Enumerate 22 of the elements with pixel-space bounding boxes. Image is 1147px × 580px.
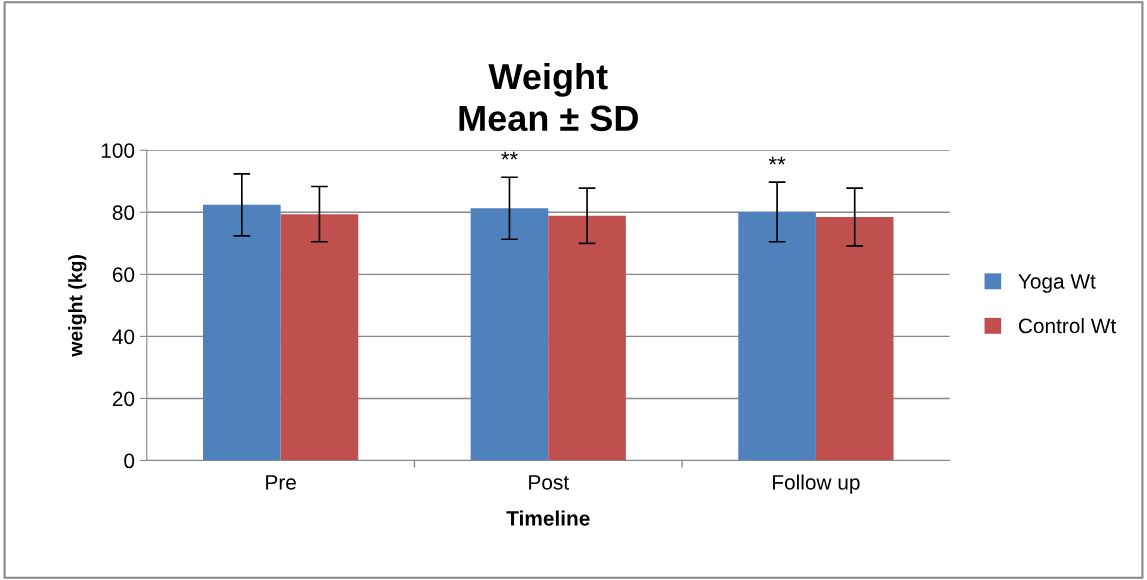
x-axis-title: Timeline: [506, 510, 590, 526]
bar: [738, 211, 816, 461]
chart-title: Weight Mean ± SD: [459, 62, 638, 132]
bar: [815, 216, 894, 461]
annotation: **: [501, 151, 518, 160]
bar: [548, 215, 626, 461]
y-tick-label: 60: [112, 267, 135, 283]
x-tick-label: Post: [529, 475, 569, 490]
bar: [280, 214, 359, 461]
y-tick-label: 40: [112, 329, 135, 345]
bar: [470, 208, 549, 461]
x-tick-label: Follow up: [773, 474, 860, 494]
legend-label: Yoga Wt: [1018, 274, 1096, 293]
y-tick-label: 0: [124, 453, 135, 469]
y-axis-title: weight (kg): [68, 255, 87, 357]
y-tick-label: 80: [112, 205, 135, 221]
x-tick-label: Pre: [266, 475, 296, 490]
legend-label: Control Wt: [1018, 317, 1117, 334]
y-tick-label: 100: [101, 143, 135, 158]
annotation: **: [768, 156, 786, 165]
bar: [203, 204, 281, 461]
y-tick-label: 20: [112, 391, 135, 407]
